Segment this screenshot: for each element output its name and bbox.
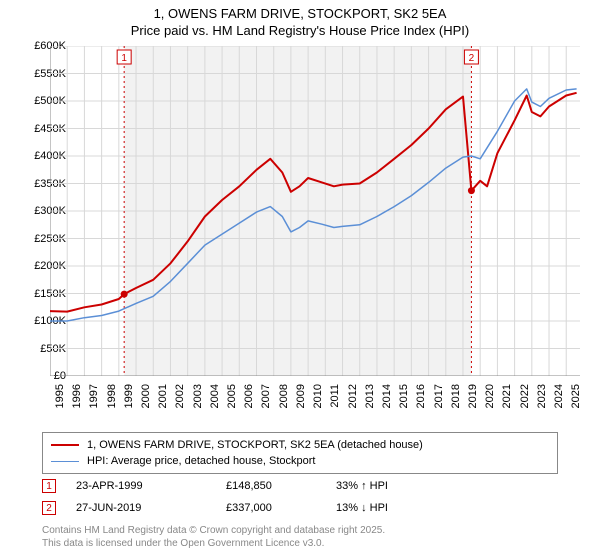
x-tick-label: 2025 bbox=[570, 384, 582, 408]
x-tick-label: 1999 bbox=[123, 384, 135, 408]
legend-box: 1, OWENS FARM DRIVE, STOCKPORT, SK2 5EA … bbox=[42, 432, 558, 474]
legend-row: 1, OWENS FARM DRIVE, STOCKPORT, SK2 5EA … bbox=[51, 437, 549, 453]
legend-row: HPI: Average price, detached house, Stoc… bbox=[51, 453, 549, 469]
sale-badge: 2 bbox=[42, 501, 56, 515]
legend-swatch bbox=[51, 444, 79, 446]
sale-diff: 13% ↓ HPI bbox=[336, 502, 558, 514]
chart-svg: 12 bbox=[50, 46, 580, 376]
x-tick-label: 2023 bbox=[536, 384, 548, 408]
x-tick-label: 2006 bbox=[243, 384, 255, 408]
chart-title-block: 1, OWENS FARM DRIVE, STOCKPORT, SK2 5EA … bbox=[0, 0, 600, 40]
sale-date: 27-JUN-2019 bbox=[76, 502, 226, 514]
chart-plot-area: 12 bbox=[50, 46, 580, 376]
x-tick-label: 2012 bbox=[347, 384, 359, 408]
x-tick-label: 2003 bbox=[192, 384, 204, 408]
x-tick-label: 2015 bbox=[398, 384, 410, 408]
x-tick-label: 2022 bbox=[519, 384, 531, 408]
footnote: Contains HM Land Registry data © Crown c… bbox=[42, 524, 558, 550]
x-tick-label: 2018 bbox=[450, 384, 462, 408]
x-tick-label: 2014 bbox=[381, 384, 393, 408]
sale-row: 2 27-JUN-2019£337,00013% ↓ HPI bbox=[42, 497, 558, 519]
legend-label: HPI: Average price, detached house, Stoc… bbox=[87, 455, 316, 467]
footnote-line-2: This data is licensed under the Open Gov… bbox=[42, 537, 558, 550]
svg-text:2: 2 bbox=[469, 53, 475, 64]
sale-badge: 1 bbox=[42, 479, 56, 493]
legend-swatch bbox=[51, 461, 79, 462]
x-tick-label: 2001 bbox=[157, 384, 169, 408]
x-tick-label: 2007 bbox=[260, 384, 272, 408]
x-axis-labels: 1995 1996 1997 1998 1999 2000 2001 2002 2003 2004… bbox=[50, 380, 580, 430]
svg-text:1: 1 bbox=[121, 53, 127, 64]
x-tick-label: 2017 bbox=[433, 384, 445, 408]
x-tick-label: 1998 bbox=[106, 384, 118, 408]
x-tick-label: 2000 bbox=[140, 384, 152, 408]
x-tick-label: 2010 bbox=[312, 384, 324, 408]
sale-diff: 33% ↑ HPI bbox=[336, 480, 558, 492]
x-tick-label: 1996 bbox=[71, 384, 83, 408]
legend-label: 1, OWENS FARM DRIVE, STOCKPORT, SK2 5EA … bbox=[87, 439, 423, 451]
x-tick-label: 1997 bbox=[88, 384, 100, 408]
sale-row: 1 23-APR-1999£148,85033% ↑ HPI bbox=[42, 475, 558, 497]
x-tick-label: 2011 bbox=[329, 384, 341, 408]
title-line-2: Price paid vs. HM Land Registry's House … bbox=[0, 23, 600, 40]
x-tick-label: 2008 bbox=[278, 384, 290, 408]
sale-price: £148,850 bbox=[226, 480, 336, 492]
footnote-line-1: Contains HM Land Registry data © Crown c… bbox=[42, 524, 558, 537]
x-tick-label: 2019 bbox=[467, 384, 479, 408]
x-tick-label: 2021 bbox=[501, 384, 513, 408]
x-tick-label: 2002 bbox=[174, 384, 186, 408]
x-tick-label: 2004 bbox=[209, 384, 221, 408]
title-line-1: 1, OWENS FARM DRIVE, STOCKPORT, SK2 5EA bbox=[0, 6, 600, 23]
x-tick-label: 2016 bbox=[415, 384, 427, 408]
sale-date: 23-APR-1999 bbox=[76, 480, 226, 492]
sale-price: £337,000 bbox=[226, 502, 336, 514]
sales-table: 1 23-APR-1999£148,85033% ↑ HPI 2 27-JUN-201… bbox=[42, 475, 558, 519]
x-tick-label: 2005 bbox=[226, 384, 238, 408]
x-tick-label: 2020 bbox=[484, 384, 496, 408]
x-tick-label: 2009 bbox=[295, 384, 307, 408]
x-tick-label: 2013 bbox=[364, 384, 376, 408]
x-tick-label: 2024 bbox=[553, 384, 565, 408]
x-tick-label: 1995 bbox=[54, 384, 66, 408]
